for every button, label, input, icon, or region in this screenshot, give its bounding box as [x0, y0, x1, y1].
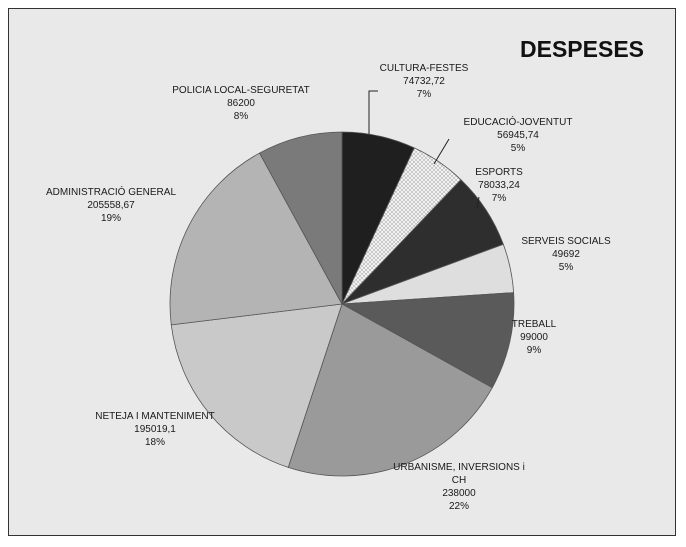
slice-name-label: CULTURA-FESTES — [380, 63, 469, 74]
slice-percent-label: 19% — [101, 213, 121, 224]
slice-name-label: TREBALL — [512, 319, 557, 330]
slice-percent-label: 5% — [511, 143, 526, 154]
slice-label-cultura-festes: CULTURA-FESTES 74732,72 7% — [380, 63, 469, 100]
slice-name-label: SERVEIS SOCIALS — [521, 236, 611, 247]
slice-name-label: URBANISME, INVERSIONS i — [393, 462, 525, 473]
slice-value-label: 195019,1 — [134, 424, 176, 435]
slice-value-label: 86200 — [227, 98, 255, 109]
slice-value-label: 56945,74 — [497, 130, 539, 141]
slice-label-policia-local-seguretat: POLICIA LOCAL-SEGURETAT 86200 8% — [172, 85, 309, 122]
slice-percent-label: 9% — [527, 345, 542, 356]
slice-percent-label: 7% — [417, 89, 432, 100]
slice-name-label: ADMINISTRACIÓ GENERAL — [46, 185, 176, 198]
labels-layer: CULTURA-FESTES 74732,72 7% EDUCACIÓ-JOVENTU… — [46, 63, 611, 512]
slice-name-label: NETEJA I MANTENIMENT — [95, 411, 214, 422]
slice-percent-label: 18% — [145, 437, 165, 448]
pie-slice-administracio-general — [169, 152, 343, 326]
slice-value-label: 78033,24 — [478, 180, 520, 191]
slices-layer — [169, 131, 515, 477]
slice-percent-label: 7% — [492, 193, 507, 204]
pie-slice-policia-local-seguretat — [258, 131, 343, 305]
slice-label-esports: ESPORTS 78033,24 7% — [475, 167, 523, 204]
pie-slice-neteja-i-manteniment — [170, 303, 343, 468]
pie-slice-urbanisme-inversions-i-ch — [287, 303, 493, 477]
slice-percent-label: 8% — [234, 111, 249, 122]
leader-line-cultura-festes — [368, 90, 378, 134]
leader-line-esports — [476, 196, 480, 210]
slice-value-label: 49692 — [552, 249, 580, 260]
slice-value-label: 74732,72 — [403, 76, 445, 87]
slice-value-label: 205558,67 — [87, 200, 135, 211]
pie-chart: CULTURA-FESTES 74732,72 7% EDUCACIÓ-JOVENTU… — [46, 36, 644, 512]
slice-label-educacio-joventut: EDUCACIÓ-JOVENTUT 56945,74 5% — [464, 115, 573, 154]
pie-slice-treball — [340, 292, 515, 389]
slice-name-label: EDUCACIÓ-JOVENTUT — [464, 115, 573, 128]
slice-value-label: 238000 — [442, 488, 476, 499]
slice-label-serveis-socials: SERVEIS SOCIALS 49692 5% — [521, 236, 611, 273]
slice-label-neteja-i-manteniment: NETEJA I MANTENIMENT 195019,1 18% — [95, 411, 214, 448]
slice-value-label: 99000 — [520, 332, 548, 343]
chart-title: DESPESES — [520, 36, 644, 62]
chart-frame: CULTURA-FESTES 74732,72 7% EDUCACIÓ-JOVENTU… — [8, 8, 676, 536]
slice-name-label: ESPORTS — [475, 167, 523, 178]
leader-line-educacio-joventut — [433, 138, 450, 165]
slice-label-treball: TREBALL 99000 9% — [512, 319, 557, 356]
slice-label-urbanisme-inversions-i-ch: URBANISME, INVERSIONS i CH 238000 22% — [393, 462, 525, 512]
slice-label-administracio-general: ADMINISTRACIÓ GENERAL 205558,67 19% — [46, 185, 176, 224]
slice-name-label: POLICIA LOCAL-SEGURETAT — [172, 85, 309, 96]
slice-percent-label: 5% — [559, 262, 574, 273]
slice-percent-label: 22% — [449, 501, 469, 512]
slice-name-label: CH — [452, 475, 466, 486]
